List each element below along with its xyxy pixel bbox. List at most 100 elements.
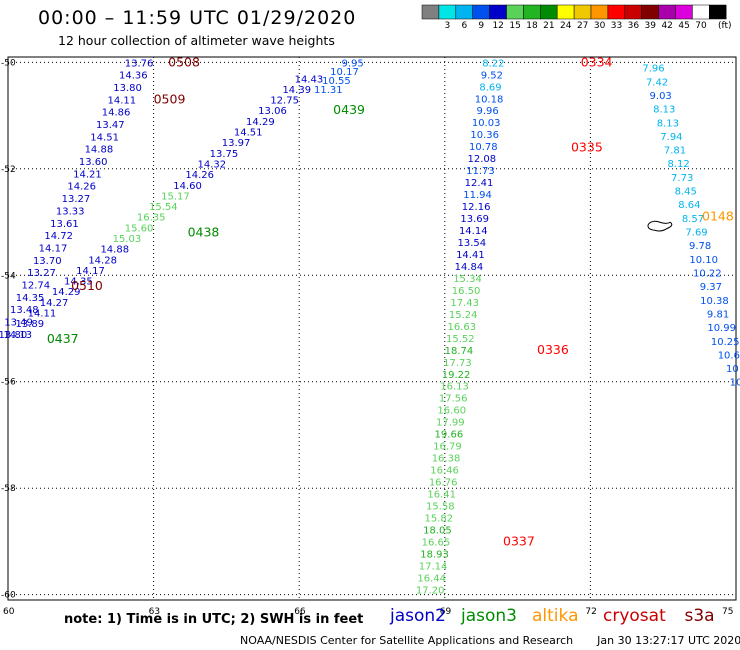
wave-height-label: 13.69	[460, 214, 489, 225]
x-tick-label: 60	[3, 607, 15, 617]
wave-height-label: 14.36	[119, 71, 148, 82]
wave-height-label: 14.35	[16, 293, 45, 304]
footer-credit: NOAA/NESDIS Center for Satellite Applica…	[240, 634, 740, 647]
y-tick-label: -56	[1, 378, 16, 388]
wave-height-label: 7.73	[671, 173, 693, 184]
wave-height-label: 16.60	[437, 406, 466, 417]
wave-height-label: 13.48	[10, 305, 39, 316]
wave-height-label: 14.32	[198, 159, 227, 170]
colorbar-label: 9	[478, 21, 485, 31]
pass-time-label: 0509	[154, 92, 186, 107]
wave-height-label: 8.64	[678, 200, 700, 211]
wave-height-label: 8.13	[653, 105, 675, 116]
wave-height-label: 14.13	[3, 330, 32, 341]
wave-height-label: 8.13	[657, 118, 679, 129]
wave-height-label: 14.17	[39, 243, 68, 254]
wave-height-label: 13.89	[16, 319, 45, 330]
wave-height-label: 16.63	[447, 322, 476, 333]
colorbar-label: 18	[526, 21, 538, 31]
wave-height-label: 8.22	[482, 58, 504, 69]
wave-height-label: 16.41	[427, 490, 456, 501]
map-title: 00:00 – 11:59 UTC 01/29/2020	[38, 7, 357, 29]
colorbar-label: 42	[661, 21, 673, 31]
wave-height-label: 17.99	[436, 418, 465, 429]
x-tick-label: 63	[149, 607, 160, 617]
wave-height-label: 11.31	[314, 85, 343, 96]
wave-height-label: 14.17	[76, 266, 105, 277]
wave-height-label: 9.37	[700, 282, 722, 293]
wave-height-label: 10.17	[330, 67, 359, 78]
wave-height-label: 8.12	[667, 159, 689, 170]
wave-height-label: 9.03	[650, 91, 672, 102]
wave-height-label: 14.43	[295, 74, 324, 85]
wave-height-label: 15.58	[426, 502, 455, 513]
wave-height-label: 13.75	[210, 149, 239, 160]
wave-height-label: 9.52	[481, 70, 503, 81]
pass-time-label: 0335	[571, 140, 603, 155]
wave-height-label: 12.74	[21, 280, 50, 291]
pass-time-label: 0438	[188, 225, 220, 240]
colorbar-label: 21	[543, 21, 555, 31]
colorbar-label: 27	[576, 21, 589, 31]
wave-height-label: 18.93	[420, 549, 449, 560]
wave-height-label: 14.21	[73, 169, 102, 180]
y-tick-label: -50	[1, 58, 16, 68]
colorbar-label: 3	[444, 21, 451, 31]
wave-height-label: 11.94	[463, 190, 492, 201]
legend-altika: altika	[532, 606, 579, 626]
legend-jason3: jason3	[461, 606, 517, 626]
wave-height-label: 10.10	[689, 255, 718, 266]
wave-height-label: 14.88	[85, 145, 114, 156]
wave-height-label: 13.54	[458, 238, 487, 249]
pass-time-labels: 0508 0509 0510 0439 0438 0437 0334 0335 0336 0337…	[47, 54, 734, 548]
wave-height-label: 7.81	[664, 146, 686, 157]
wave-height-label: 13.70	[33, 256, 62, 267]
wave-height-label: 14.14	[459, 226, 488, 237]
wave-height-label: 12.41	[465, 178, 494, 189]
wave-height-label: 13.97	[222, 138, 251, 149]
colorbar-label: 36	[627, 21, 640, 31]
wave-height-label: 18.74	[445, 346, 474, 357]
colorbar-label: 15	[509, 21, 521, 31]
colorbar-label: 45	[678, 21, 690, 31]
wave-height-label: 17.43	[450, 298, 479, 309]
wave-height-label: 8.57	[682, 214, 704, 225]
wave-height-label: 14.29	[52, 287, 81, 298]
wave-height-label: 9.95	[341, 58, 363, 69]
wave-height-label: 16.44	[417, 573, 446, 584]
pass-time-label: 0437	[47, 331, 79, 346]
wave-height-label: 15.24	[449, 310, 478, 321]
wave-height-label: 9.96	[476, 106, 498, 117]
pass-time-label: 0334	[581, 54, 613, 69]
wave-height-label: 8.69	[479, 82, 501, 93]
wave-height-label: 9.81	[707, 309, 729, 320]
wave-height-label: 15.03	[113, 234, 142, 245]
pass-time-label: 0148	[702, 209, 734, 224]
wave-height-label: 14.39	[282, 85, 311, 96]
wave-height-label: 14.26	[185, 170, 214, 181]
wave-height-label: 17.56	[439, 394, 468, 405]
wave-height-label: 7.42	[646, 77, 668, 88]
wave-height-label: 14.41	[456, 250, 485, 261]
pass-time-label: 0337	[503, 533, 535, 548]
pass-time-label: 0336	[537, 342, 569, 357]
wave-height-label: 14.29	[246, 117, 275, 128]
wave-height-label: 14.28	[88, 255, 117, 266]
wave-height-label: 15.60	[125, 223, 154, 234]
wave-height-label: 13.61	[50, 219, 79, 230]
wave-height-label: 15.82	[425, 513, 454, 524]
wave-height-label: 16.76	[429, 478, 458, 489]
wave-height-label: 13.33	[56, 206, 85, 217]
wave-height-label: 10.36	[470, 130, 499, 141]
credit-timestamp: Jan 30 13:27:17 UTC 2020	[597, 634, 740, 647]
wave-height-label: 15.34	[453, 274, 482, 285]
wave-height-label: 12.16	[462, 202, 491, 213]
wave-height-label: 13.60	[79, 157, 108, 168]
map-subtitle: 12 hour collection of altimeter wave hei…	[58, 33, 335, 48]
wave-height-label: 7.69	[685, 228, 707, 239]
map-grid	[8, 57, 736, 600]
wave-height-label: 13.80	[113, 83, 142, 94]
altimeter-tracks: 13.7614.3613.8014.1114.8613.4714.5114.88…	[0, 58, 740, 596]
x-tick-label: 72	[585, 607, 596, 617]
colorbar-label: 70	[695, 21, 707, 31]
